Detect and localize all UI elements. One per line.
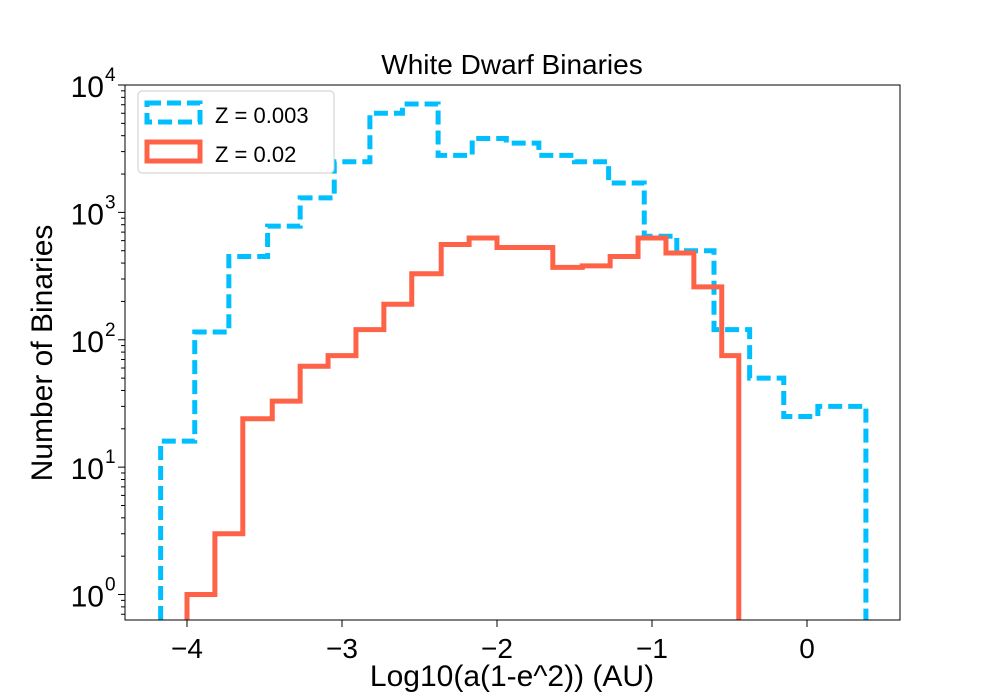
legend: Z = 0.003 Z = 0.02 (137, 90, 335, 174)
histogram-series-0 (158, 101, 869, 620)
legend-box (137, 90, 335, 174)
x-tick-label: −3 (326, 633, 358, 664)
y-tick-label-exponent: 1 (105, 447, 116, 468)
legend-entry-z0003: Z = 0.003 (144, 100, 309, 128)
x-axis-label: Log10(a(1-e^2)) (AU) (370, 660, 654, 693)
legend-swatch-z002 (144, 139, 203, 164)
y-tick-label-base: 10 (71, 453, 104, 486)
x-axis-ticks: −4 −3 −2 −1 0 (171, 620, 815, 664)
x-tick-label: −1 (636, 633, 668, 664)
x-tick-label: −4 (171, 633, 203, 664)
legend-label-z0003: Z = 0.003 (215, 103, 309, 128)
y-tick-label-exponent: 3 (105, 192, 116, 213)
legend-entry-z002: Z = 0.02 (144, 139, 296, 167)
y-tick-label-base: 10 (71, 581, 104, 614)
y-tick-label-exponent: 0 (105, 575, 116, 596)
chart-title: White Dwarf Binaries (381, 49, 642, 80)
legend-label-z002: Z = 0.02 (215, 142, 296, 167)
series-layer (158, 101, 869, 620)
y-tick-label-base: 10 (71, 326, 104, 359)
x-tick-label: −2 (481, 633, 513, 664)
histogram-series-1 (184, 235, 742, 620)
y-tick-label-exponent: 2 (105, 320, 116, 341)
y-tick-label-exponent: 4 (105, 65, 116, 86)
x-tick-label: 0 (799, 633, 815, 664)
y-tick-label-base: 10 (71, 71, 104, 104)
y-tick-label-base: 10 (71, 198, 104, 231)
y-axis-label: Number of Binaries (26, 225, 59, 482)
legend-swatch-z0003 (144, 100, 203, 125)
